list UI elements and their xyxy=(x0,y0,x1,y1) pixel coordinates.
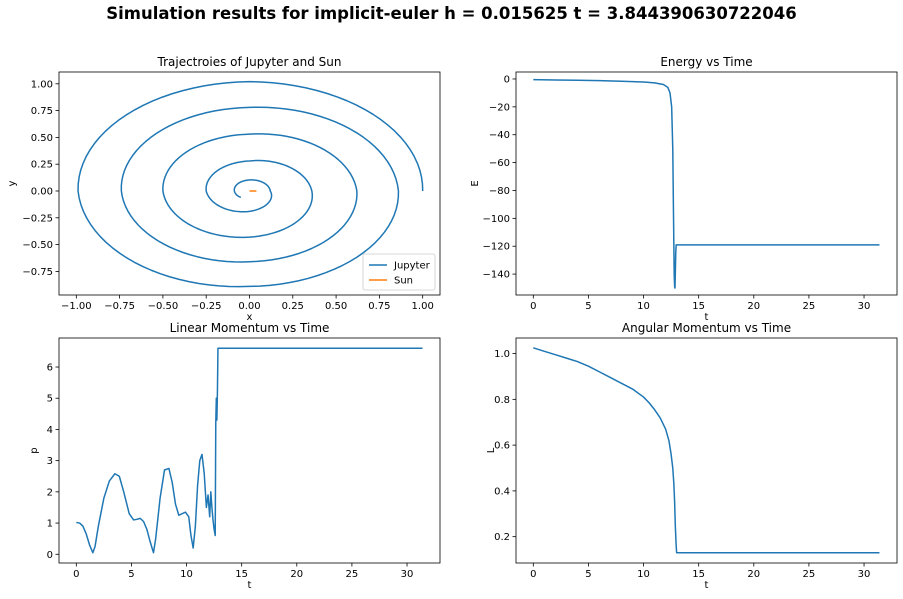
y-tick-label-angular_momentum: 0.8 xyxy=(494,395,510,406)
y-tick-label-energy: −40 xyxy=(489,130,510,141)
legend-label-sun: Sun xyxy=(394,276,413,287)
y-tick-label-trajectory: 0.00 xyxy=(31,187,53,198)
y-tick-label-energy: 0 xyxy=(504,74,510,85)
chart-title-trajectory: Trajectroies of Jupyter and Sun xyxy=(157,55,342,69)
y-tick-label-linear_momentum: 5 xyxy=(47,394,53,405)
y-tick-label-energy: −100 xyxy=(483,214,510,225)
y-tick-label-trajectory: 0.25 xyxy=(31,160,53,171)
y-tick-label-linear_momentum: 1 xyxy=(47,519,53,530)
y-tick-label-angular_momentum: 0.4 xyxy=(494,486,510,497)
x-tick-label-angular_momentum: 30 xyxy=(858,569,871,580)
y-tick-label-trajectory: −0.50 xyxy=(22,240,53,251)
x-tick-label-energy: 0 xyxy=(530,301,536,312)
y-tick-label-linear_momentum: 6 xyxy=(47,363,53,374)
legend-box xyxy=(362,253,436,291)
subplot-trajectory: Trajectroies of Jupyter and Sun −1.00 −0.7… xyxy=(7,55,441,323)
x-tick-label-angular_momentum: 15 xyxy=(692,569,705,580)
x-tick-label-linear_momentum: 15 xyxy=(235,569,248,580)
x-tick-label-angular_momentum: 20 xyxy=(747,569,760,580)
y-tick-label-trajectory: −0.25 xyxy=(22,213,53,224)
y-tick-label-linear_momentum: 3 xyxy=(47,456,53,467)
axes-frame-trajectory xyxy=(58,71,441,296)
x-tick-label-linear_momentum: 30 xyxy=(401,569,414,580)
x-tick-label-angular_momentum: 5 xyxy=(585,569,591,580)
y-tick-label-trajectory: 1.00 xyxy=(31,79,53,90)
x-tick-label-angular_momentum: 10 xyxy=(637,569,650,580)
series-line-angular_momentum xyxy=(533,347,880,554)
x-tick-label-trajectory: 0.75 xyxy=(368,301,390,312)
x-tick-label-trajectory: −0.75 xyxy=(104,301,135,312)
x-tick-label-trajectory: −0.50 xyxy=(148,301,179,312)
series-line-linear_momentum xyxy=(76,347,423,554)
y-tick-label-angular_momentum: 0.6 xyxy=(494,441,510,452)
x-tick-label-energy: 20 xyxy=(747,301,760,312)
figure-suptitle: Simulation results for implicit-euler h … xyxy=(106,4,797,23)
y-tick-label-energy: −140 xyxy=(483,270,510,281)
y-tick-label-linear_momentum: 2 xyxy=(47,487,53,498)
x-tick-label-trajectory: −0.25 xyxy=(191,301,222,312)
y-tick-label-trajectory: 0.50 xyxy=(31,133,53,144)
x-axis-label-trajectory: x xyxy=(247,312,253,323)
x-axis-label-angular_momentum: t xyxy=(705,580,709,591)
y-tick-label-energy: −20 xyxy=(489,102,510,113)
y-tick-label-angular_momentum: 1.0 xyxy=(494,349,510,360)
y-axis-label-angular_momentum: L xyxy=(486,447,497,453)
x-tick-label-energy: 10 xyxy=(637,301,650,312)
x-tick-label-energy: 30 xyxy=(858,301,871,312)
x-tick-label-trajectory: 0.25 xyxy=(282,301,304,312)
subplot-linear-momentum: Linear Momentum vs Time 0 5 10 15 20 25 30 0 1 2 3 4… xyxy=(29,321,441,591)
y-tick-label-linear_momentum: 0 xyxy=(47,550,53,561)
x-tick-label-linear_momentum: 25 xyxy=(346,569,359,580)
x-tick-label-trajectory: −1.00 xyxy=(61,301,92,312)
x-tick-label-linear_momentum: 20 xyxy=(290,569,303,580)
x-tick-label-energy: 15 xyxy=(692,301,705,312)
jupyter-trajectory-line xyxy=(77,80,424,288)
y-tick-label-energy: −80 xyxy=(489,186,510,197)
x-tick-label-trajectory: 0.50 xyxy=(325,301,347,312)
series-line-energy xyxy=(533,78,880,289)
x-tick-label-angular_momentum: 0 xyxy=(530,569,536,580)
axes-frame-linear_momentum xyxy=(58,337,441,564)
y-tick-label-trajectory: −0.75 xyxy=(22,267,53,278)
x-tick-label-trajectory: 1.00 xyxy=(412,301,434,312)
chart-title-linear_momentum: Linear Momentum vs Time xyxy=(170,321,330,335)
y-tick-label-energy: −60 xyxy=(489,158,510,169)
x-axis-label-energy: t xyxy=(705,312,709,323)
x-tick-label-angular_momentum: 25 xyxy=(803,569,816,580)
y-axis-label-linear_momentum: p xyxy=(29,447,40,453)
x-tick-label-energy: 5 xyxy=(585,301,591,312)
y-axis-label-energy: E xyxy=(470,180,481,186)
x-tick-label-linear_momentum: 5 xyxy=(128,569,134,580)
x-tick-label-energy: 25 xyxy=(803,301,816,312)
subplot-angular-momentum: Angular Momentum vs Time 0 5 10 15 20 25 30 0.2 0… xyxy=(486,321,898,591)
chart-title-energy: Energy vs Time xyxy=(660,55,752,69)
legend-label-jupyter: Jupyter xyxy=(393,261,431,272)
y-tick-label-energy: −120 xyxy=(483,242,510,253)
x-tick-label-linear_momentum: 10 xyxy=(180,569,193,580)
y-tick-label-angular_momentum: 0.2 xyxy=(494,532,510,543)
y-tick-label-trajectory: 0.75 xyxy=(31,106,53,117)
y-axis-label-trajectory: y xyxy=(7,180,18,186)
x-axis-label-linear_momentum: t xyxy=(248,580,252,591)
axes-frame-angular_momentum xyxy=(515,337,898,564)
chart-title-angular_momentum: Angular Momentum vs Time xyxy=(622,321,791,335)
axes-frame-energy xyxy=(515,71,898,296)
subplot-energy: Energy vs Time 0 5 10 15 20 25 30 −140 −120 −100 −8… xyxy=(470,55,898,323)
x-tick-label-trajectory: 0.00 xyxy=(238,301,260,312)
y-tick-label-linear_momentum: 4 xyxy=(47,425,53,436)
x-tick-label-linear_momentum: 0 xyxy=(73,569,79,580)
